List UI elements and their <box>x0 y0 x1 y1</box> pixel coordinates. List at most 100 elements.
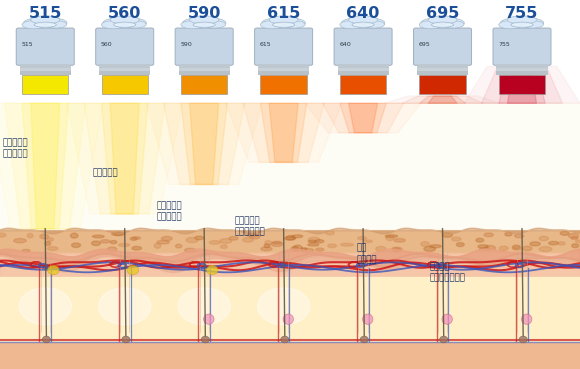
Ellipse shape <box>201 336 209 343</box>
Text: 淣斑、深斑
（黑色素）: 淣斑、深斑 （黑色素） <box>3 138 28 159</box>
Ellipse shape <box>456 243 464 246</box>
Ellipse shape <box>114 22 136 27</box>
Ellipse shape <box>523 246 532 251</box>
Polygon shape <box>428 96 457 103</box>
Ellipse shape <box>127 266 139 275</box>
Ellipse shape <box>22 249 30 252</box>
Ellipse shape <box>352 22 374 27</box>
Polygon shape <box>110 103 139 214</box>
Ellipse shape <box>521 314 532 324</box>
Bar <box>99 64 150 68</box>
Ellipse shape <box>514 234 524 238</box>
Ellipse shape <box>262 17 305 28</box>
Ellipse shape <box>360 336 368 343</box>
Ellipse shape <box>539 246 552 252</box>
Ellipse shape <box>349 16 378 24</box>
Ellipse shape <box>292 235 303 238</box>
Bar <box>260 75 307 94</box>
Ellipse shape <box>182 17 226 28</box>
Ellipse shape <box>480 247 490 251</box>
Ellipse shape <box>386 236 394 241</box>
Bar <box>417 71 468 75</box>
Ellipse shape <box>92 235 104 238</box>
Ellipse shape <box>293 245 302 250</box>
Ellipse shape <box>560 231 569 235</box>
Bar <box>179 71 230 75</box>
Ellipse shape <box>485 245 495 250</box>
Ellipse shape <box>328 244 336 248</box>
Ellipse shape <box>157 241 169 244</box>
Polygon shape <box>5 103 86 229</box>
Bar <box>102 75 148 94</box>
Text: 560: 560 <box>108 6 142 21</box>
Polygon shape <box>22 103 68 229</box>
Text: 695: 695 <box>419 42 430 48</box>
Ellipse shape <box>271 242 282 246</box>
Ellipse shape <box>302 248 314 252</box>
Ellipse shape <box>100 239 110 243</box>
Ellipse shape <box>122 336 130 343</box>
Text: 640: 640 <box>339 42 351 48</box>
Ellipse shape <box>14 238 26 243</box>
Ellipse shape <box>512 247 521 250</box>
Ellipse shape <box>340 21 363 29</box>
Ellipse shape <box>34 22 56 27</box>
Bar <box>340 75 386 94</box>
Ellipse shape <box>392 248 400 252</box>
Polygon shape <box>340 103 386 133</box>
Ellipse shape <box>181 21 204 29</box>
Bar <box>496 68 548 71</box>
Ellipse shape <box>284 237 296 240</box>
Ellipse shape <box>420 242 429 246</box>
Ellipse shape <box>220 239 232 243</box>
Ellipse shape <box>430 245 441 248</box>
Ellipse shape <box>476 238 484 242</box>
FancyBboxPatch shape <box>493 28 551 65</box>
Ellipse shape <box>110 16 139 24</box>
Ellipse shape <box>478 245 488 248</box>
Ellipse shape <box>175 244 182 248</box>
Ellipse shape <box>273 22 295 27</box>
Polygon shape <box>508 66 536 103</box>
Ellipse shape <box>568 234 578 238</box>
Ellipse shape <box>133 237 141 239</box>
FancyBboxPatch shape <box>414 28 472 65</box>
Text: 695: 695 <box>426 6 459 21</box>
Text: 微血管擴張: 微血管擴張 <box>93 168 118 177</box>
Ellipse shape <box>246 234 258 236</box>
Bar <box>99 71 150 75</box>
Text: 560: 560 <box>101 42 113 48</box>
Ellipse shape <box>186 238 198 242</box>
Ellipse shape <box>132 246 142 250</box>
Ellipse shape <box>124 21 146 28</box>
Ellipse shape <box>283 314 293 324</box>
Ellipse shape <box>269 16 298 24</box>
Ellipse shape <box>265 241 271 245</box>
Bar <box>20 68 71 71</box>
FancyBboxPatch shape <box>334 28 392 65</box>
Ellipse shape <box>308 244 319 246</box>
Bar <box>179 68 230 71</box>
Ellipse shape <box>71 243 81 248</box>
Text: 615: 615 <box>267 6 300 21</box>
Ellipse shape <box>572 244 579 248</box>
FancyBboxPatch shape <box>175 28 233 65</box>
Polygon shape <box>481 66 563 103</box>
Ellipse shape <box>376 246 386 251</box>
FancyBboxPatch shape <box>255 28 313 65</box>
Ellipse shape <box>130 237 137 240</box>
Ellipse shape <box>428 16 457 24</box>
Ellipse shape <box>500 17 544 28</box>
Bar <box>179 64 230 68</box>
Ellipse shape <box>22 21 45 29</box>
Ellipse shape <box>300 248 307 251</box>
Polygon shape <box>84 103 165 214</box>
Ellipse shape <box>309 240 316 243</box>
Ellipse shape <box>31 16 60 24</box>
Ellipse shape <box>184 248 195 252</box>
Ellipse shape <box>443 232 452 237</box>
FancyBboxPatch shape <box>96 28 154 65</box>
Bar <box>181 75 227 94</box>
Ellipse shape <box>178 288 230 325</box>
Ellipse shape <box>47 238 53 241</box>
